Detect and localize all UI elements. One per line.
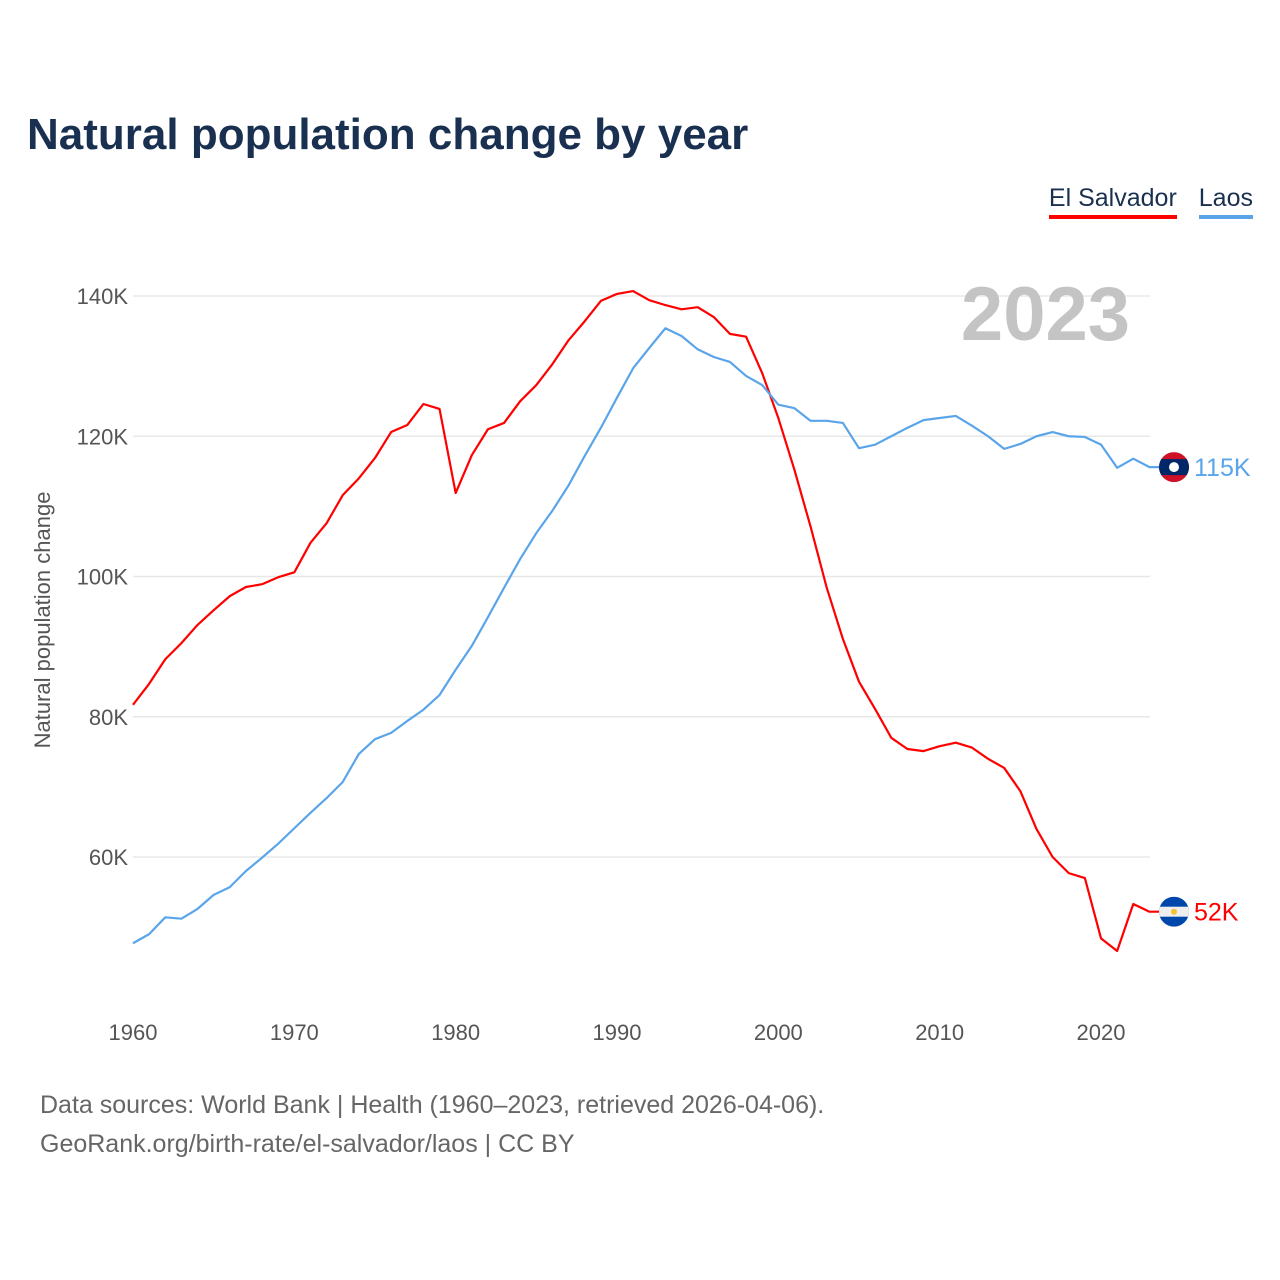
- y-tick-label: 80K: [89, 705, 128, 730]
- series-line-el-salvador: [132, 289, 1162, 953]
- end-value-label: 115K: [1194, 454, 1251, 482]
- flag-emblem: [1171, 908, 1177, 915]
- x-tick-label: 1970: [270, 1020, 319, 1045]
- x-tick-label: 1980: [431, 1020, 480, 1045]
- flag-icon-laos: [1159, 452, 1189, 483]
- x-tick-label: 2000: [754, 1020, 803, 1045]
- y-tick-label: 100K: [77, 565, 129, 590]
- year-watermark: 2023: [961, 272, 1130, 357]
- legend-item-el-salvador[interactable]: El Salvador: [1048, 184, 1177, 219]
- x-tick-label: 1990: [593, 1020, 642, 1045]
- series-line-laos: [132, 327, 1162, 945]
- y-tick-label: 140K: [77, 284, 129, 309]
- source-line-2: GeoRank.org/birth-rate/el-salvador/laos …: [40, 1130, 575, 1158]
- y-tick-label: 120K: [77, 424, 129, 449]
- y-axis-label: Natural population change: [30, 492, 55, 749]
- chart-title: Natural population change by year: [27, 110, 749, 159]
- flag-icon-el-salvador: [1159, 896, 1189, 927]
- source-line-1: Data sources: World Bank | Health (1960–…: [40, 1091, 825, 1119]
- x-tick-label: 2020: [1077, 1020, 1126, 1045]
- end-value-label: 52K: [1194, 899, 1239, 927]
- y-tick-label: 60K: [89, 845, 128, 870]
- x-tick-label: 2010: [915, 1020, 964, 1045]
- flag-moon: [1169, 462, 1179, 473]
- legend: El Salvador Laos: [1048, 184, 1253, 219]
- source-note: Data sources: World Bank | Health (1960–…: [40, 1086, 824, 1164]
- x-tick-label: 1960: [109, 1020, 158, 1045]
- legend-item-laos[interactable]: Laos: [1198, 184, 1253, 219]
